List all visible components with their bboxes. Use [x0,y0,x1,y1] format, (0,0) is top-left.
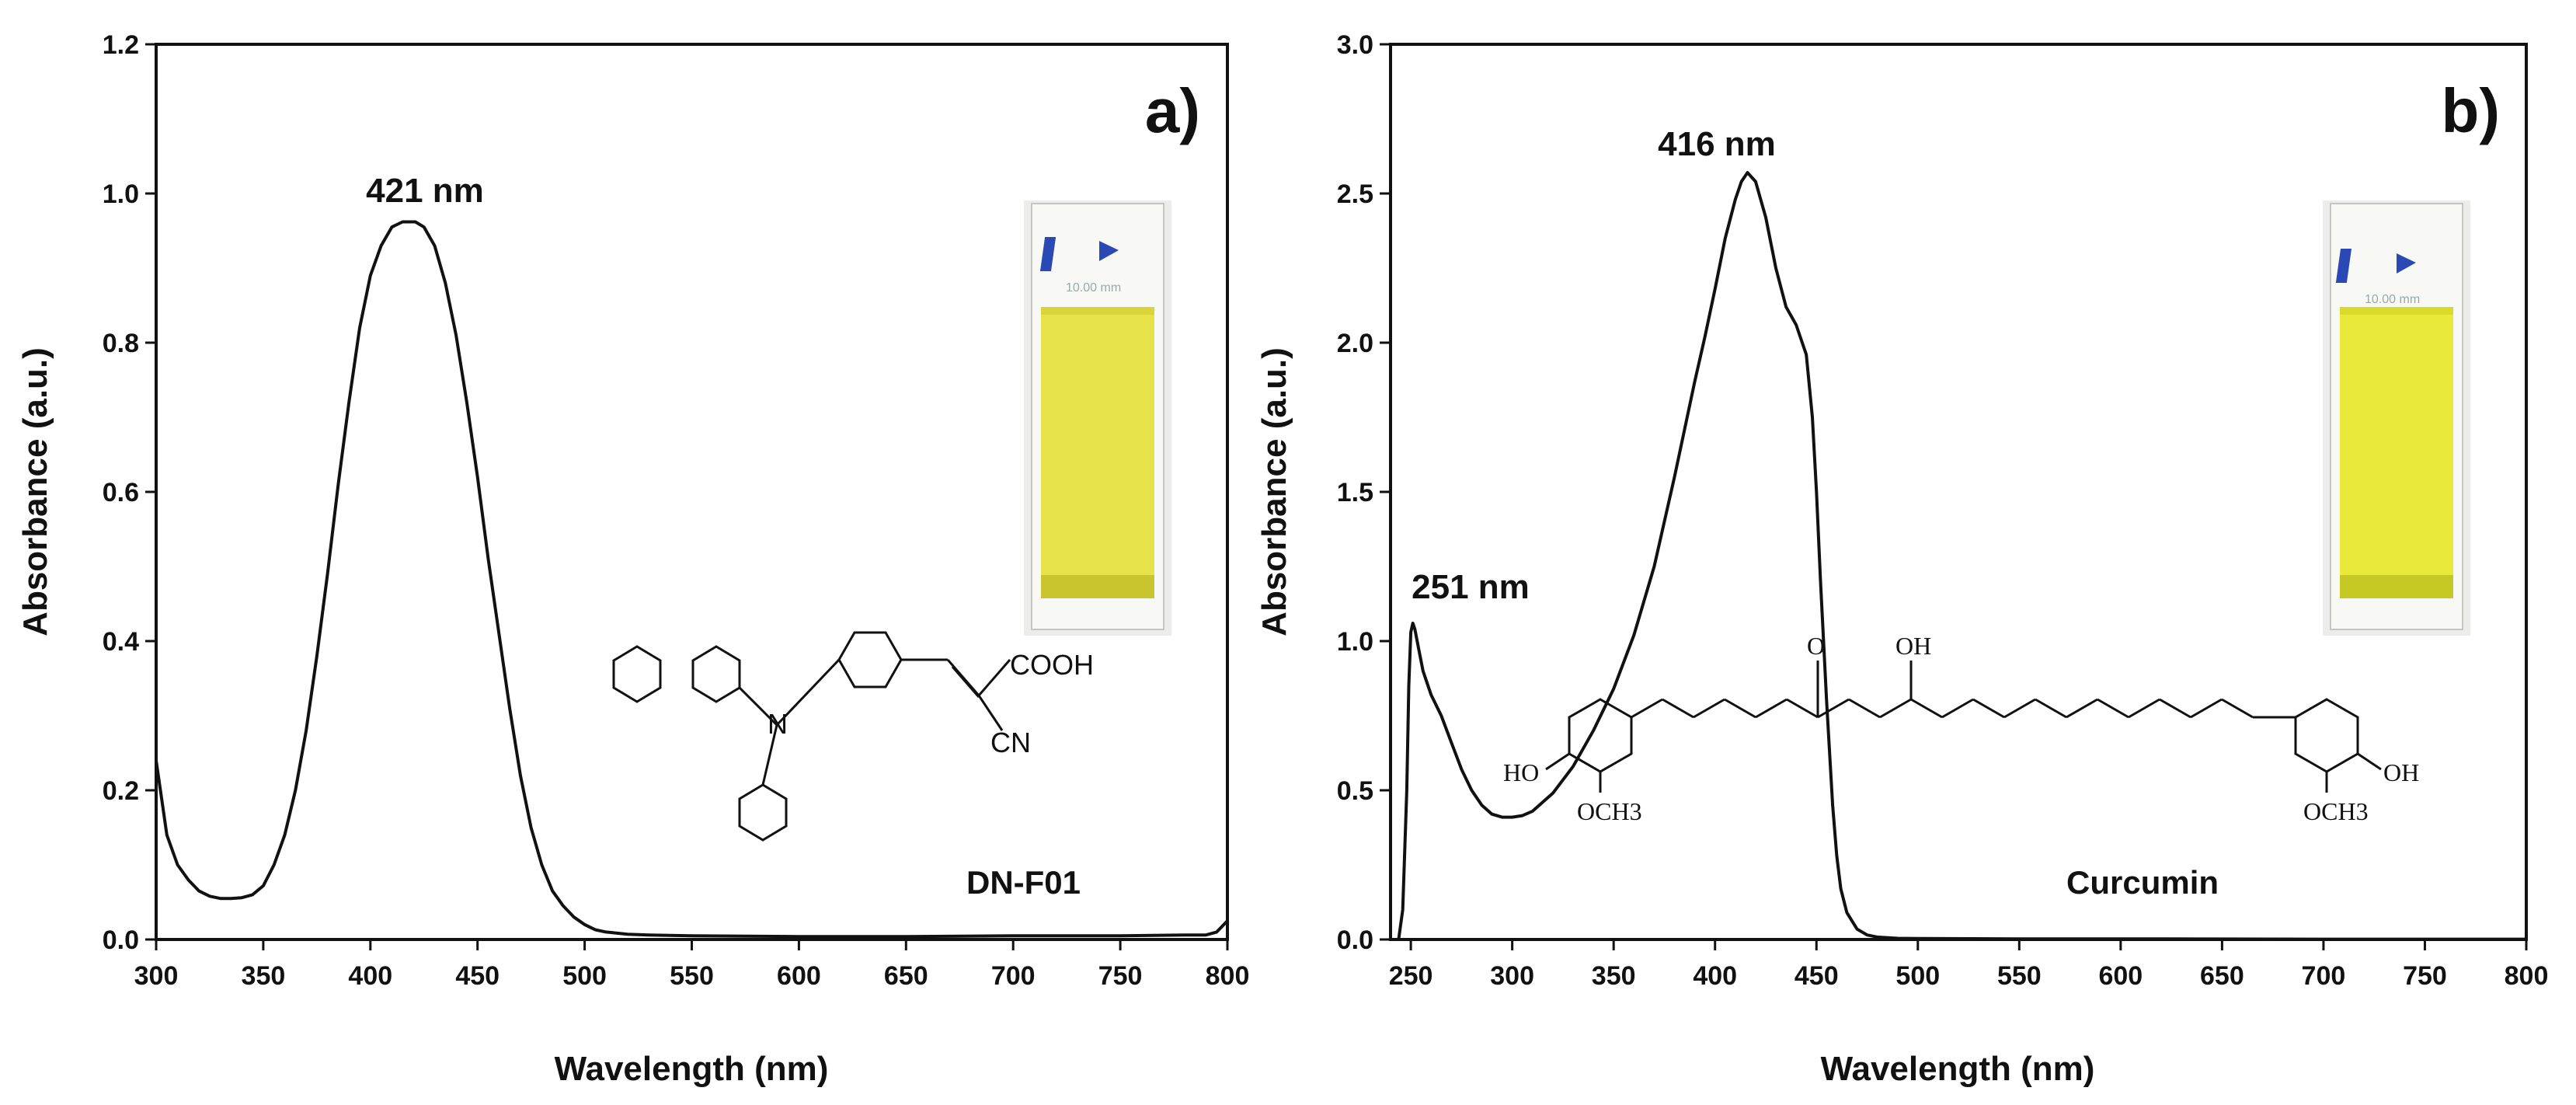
svg-text:OCH3: OCH3 [2303,797,2369,825]
molecule-labels-curcumin: O OH HO OCH3 OH OCH3 [1503,632,2419,825]
molecule-name-curcumin: Curcumin [2066,864,2219,901]
x-tick-label-a: 650 [884,961,928,991]
x-tick-label-b: 300 [1490,961,1534,991]
y-tick-label-a: 0.0 [103,925,139,955]
svg-text:OH: OH [2383,758,2419,786]
x-axis-title-a: Wavelength (nm) [555,1050,829,1088]
y-tick-label-a: 1.0 [103,180,139,209]
y-tick-label-b: 2.0 [1337,329,1373,358]
y-tick-label-a: 0.6 [103,478,139,507]
x-tick-label-b: 400 [1693,961,1737,991]
y-tick-label-b: 1.5 [1337,478,1373,507]
x-tick-label-a: 300 [134,961,179,991]
x-tick-label-b: 800 [2505,961,2549,991]
svg-text:CN: CN [990,727,1031,758]
x-tick-label-a: 700 [991,961,1036,991]
x-tick-label-b: 700 [2302,961,2346,991]
x-tick-label-b: 550 [1997,961,2042,991]
x-tick-label-a: 750 [1098,961,1143,991]
y-tick-label-a: 1.2 [103,30,139,60]
y-tick-label-a: 0.8 [103,329,139,358]
x-axis-title-b: Wavelength (nm) [1821,1050,2095,1088]
peak-label-416: 416 nm [1658,125,1776,163]
molecule-structure-curcumin [1545,661,2382,793]
svg-text:10.00 mm: 10.00 mm [1066,281,1121,295]
absorbance-curve-a [155,220,1229,939]
molecule-name-dnf01: DN-F01 [966,864,1081,901]
x-tick-label-a: 800 [1206,961,1250,991]
x-tick-label-a: 400 [348,961,392,991]
svg-text:N: N [768,708,788,740]
panel-a: 300 350 400 450 500 550 600 650 700 750 800 0.0 0.2 0… [16,30,1249,1088]
y-axis-title-b: Absorbance (a.u.) [1255,347,1293,636]
y-tick-label-b: 1.0 [1337,627,1373,657]
svg-text:COOH: COOH [1010,649,1094,681]
absorbance-curve-b [1397,171,2526,941]
svg-text:10.00 mm: 10.00 mm [2365,293,2420,306]
y-tick-label-b: 0.0 [1337,925,1373,955]
x-tick-label-a: 500 [562,961,607,991]
y-tick-label-b: 3.0 [1337,30,1373,60]
x-tick-label-b: 350 [1592,961,1636,991]
panel-letter-b: b) [2441,76,2500,145]
y-tick-label-b: 0.5 [1337,776,1373,806]
svg-text:OCH3: OCH3 [1577,797,1642,825]
y-tick-label-a: 0.2 [103,776,139,806]
x-tick-label-a: 450 [455,961,500,991]
x-tick-label-b: 650 [2200,961,2244,991]
molecule-structure-dnf01 [612,631,1011,842]
svg-text:OH: OH [1895,632,1931,660]
y-tick-label-a: 0.4 [103,627,139,657]
svg-text:HO: HO [1503,758,1539,786]
x-tick-label-a: 350 [242,961,286,991]
panel-b: 250 300 350 400 450 500 550 600 650 700 750 800 0.0 0… [1255,30,2548,1088]
molecule-labels-dnf01: COOH CN N [768,649,1094,758]
svg-text:O: O [1807,632,1825,660]
peak-label-421: 421 nm [366,172,484,210]
panel-letter-a: a) [1145,76,1200,145]
x-tick-label-b: 500 [1895,961,1940,991]
x-tick-label-b: 600 [2098,961,2143,991]
x-tick-label-a: 600 [777,961,821,991]
axes-b: 250 300 350 400 450 500 550 600 650 700 750 800 0.0 0… [1337,30,2549,991]
peak-label-251: 251 nm [1412,568,1530,606]
x-tick-label-b: 250 [1389,961,1433,991]
axes-a: 300 350 400 450 500 550 600 650 700 750 800 0.0 0.2 0… [103,30,1250,991]
cuvette-photo-a: 10.00 mm [1024,200,1171,636]
x-tick-label-a: 550 [670,961,714,991]
x-tick-label-b: 750 [2403,961,2447,991]
y-axis-title-a: Absorbance (a.u.) [16,347,54,636]
x-tick-label-b: 450 [1794,961,1839,991]
cuvette-photo-b: 10.00 mm [2323,200,2470,636]
y-tick-label-b: 2.5 [1337,180,1373,209]
